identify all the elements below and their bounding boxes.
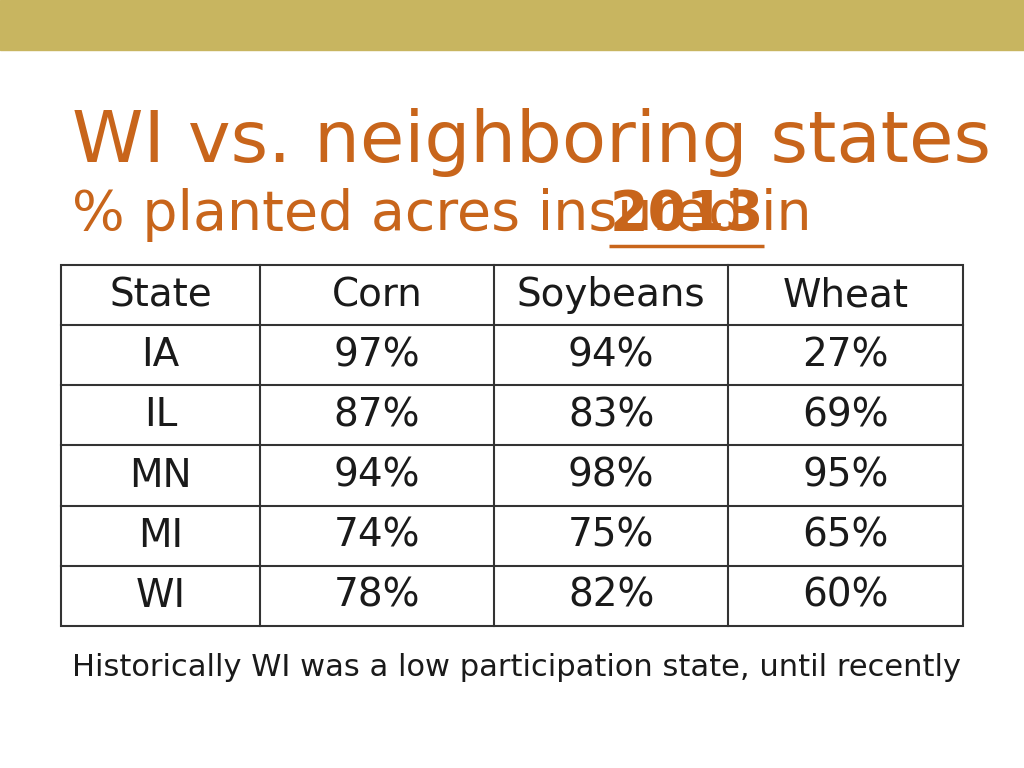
Text: 97%: 97%: [334, 336, 420, 374]
Text: Wheat: Wheat: [782, 276, 908, 314]
Text: Soybeans: Soybeans: [517, 276, 706, 314]
Text: 94%: 94%: [568, 336, 654, 374]
Text: IL: IL: [144, 396, 177, 435]
Text: Historically WI was a low participation state, until recently: Historically WI was a low participation …: [72, 653, 961, 682]
Text: 74%: 74%: [334, 517, 420, 554]
Text: 27%: 27%: [802, 336, 889, 374]
Text: 60%: 60%: [802, 577, 889, 615]
Bar: [61, 265, 963, 626]
Bar: [0, 0, 1024, 50]
Text: 82%: 82%: [568, 577, 654, 615]
Text: IA: IA: [141, 336, 179, 374]
Text: 75%: 75%: [568, 517, 654, 554]
Text: Corn: Corn: [332, 276, 422, 314]
Text: 78%: 78%: [334, 577, 420, 615]
Text: % planted acres insured in: % planted acres insured in: [72, 188, 829, 242]
Text: MI: MI: [138, 517, 183, 554]
Text: 83%: 83%: [568, 396, 654, 435]
Text: 65%: 65%: [802, 517, 889, 554]
Text: State: State: [110, 276, 212, 314]
Text: 95%: 95%: [802, 456, 889, 495]
Text: 87%: 87%: [334, 396, 420, 435]
Text: WI: WI: [135, 577, 185, 615]
Text: 98%: 98%: [568, 456, 654, 495]
Text: 2013: 2013: [609, 188, 764, 242]
Text: 94%: 94%: [334, 456, 420, 495]
Text: MN: MN: [129, 456, 191, 495]
Text: 69%: 69%: [802, 396, 889, 435]
Text: WI vs. neighboring states: WI vs. neighboring states: [72, 108, 990, 177]
